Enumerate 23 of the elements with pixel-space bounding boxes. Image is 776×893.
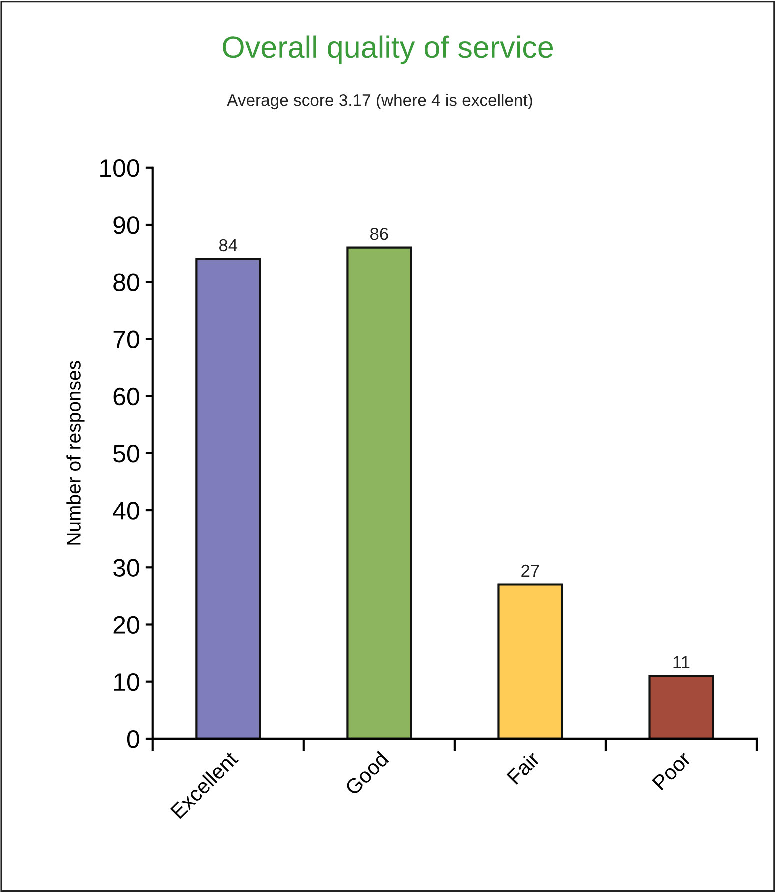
y-tick-label: 40 <box>113 502 140 520</box>
data-label: 11 <box>674 656 690 668</box>
y-tick-label: 0 <box>127 730 140 748</box>
y-tick-label: 100 <box>100 159 140 178</box>
chart-title: Overall quality of service <box>223 36 554 64</box>
y-axis-title: Number of responses <box>66 361 85 545</box>
chart-subtitle: Average score 3.17 (where 4 is excellent) <box>227 94 532 110</box>
data-label: 84 <box>219 239 238 252</box>
data-label: 27 <box>522 564 540 577</box>
y-tick-label: 70 <box>114 330 140 349</box>
y-tick-label: 20 <box>114 616 140 634</box>
y-tick-label: 50 <box>114 445 140 463</box>
bar <box>196 258 262 739</box>
bar <box>648 675 714 739</box>
bar <box>346 246 412 739</box>
y-tick-label: 10 <box>114 673 140 692</box>
x-tick-label: Fair <box>506 750 542 786</box>
y-tick-label: 80 <box>114 274 140 292</box>
y-tick-label: 90 <box>114 216 140 234</box>
y-tick-label: 60 <box>114 388 140 406</box>
bar <box>498 584 564 739</box>
y-tick-label: 30 <box>114 559 140 577</box>
data-label: 86 <box>370 228 388 240</box>
